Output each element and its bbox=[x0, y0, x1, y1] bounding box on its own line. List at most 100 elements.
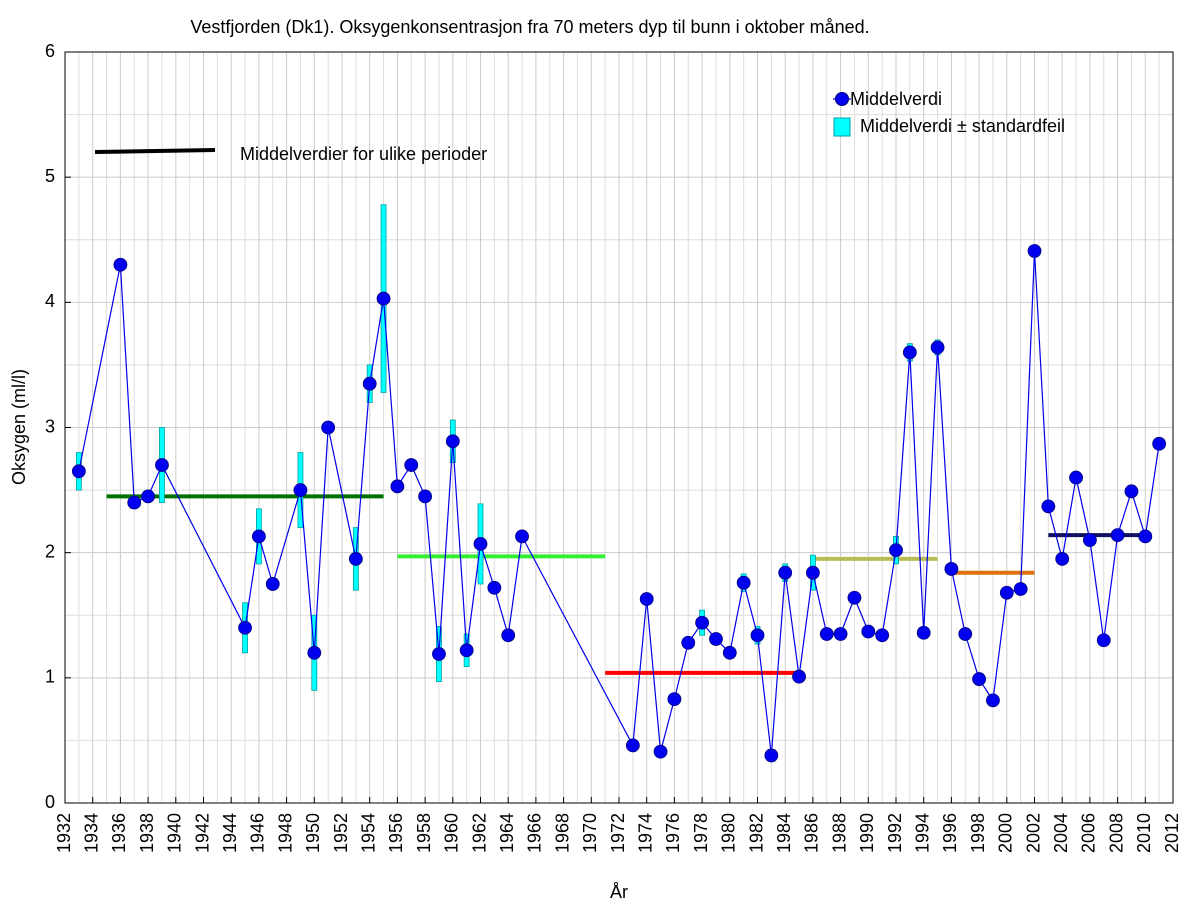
data-point bbox=[778, 565, 793, 580]
data-point bbox=[376, 291, 391, 306]
x-tick-label: 1982 bbox=[746, 813, 766, 853]
data-point bbox=[1055, 552, 1070, 566]
data-point bbox=[141, 489, 156, 504]
x-tick-label: 2012 bbox=[1162, 813, 1182, 853]
y-tick-label: 5 bbox=[45, 166, 55, 186]
data-point bbox=[889, 543, 903, 558]
data-point bbox=[238, 620, 252, 635]
data-point bbox=[1027, 244, 1042, 258]
data-point bbox=[792, 669, 806, 684]
data-point bbox=[251, 529, 266, 544]
data-point bbox=[875, 628, 890, 643]
x-tick-label: 1944 bbox=[220, 813, 240, 853]
legend-label: Middelverdier for ulike perioder bbox=[240, 144, 487, 164]
legend-swatch bbox=[833, 117, 851, 137]
data-point bbox=[736, 575, 751, 590]
data-point bbox=[709, 632, 723, 646]
data-point bbox=[1096, 633, 1111, 648]
data-point bbox=[473, 537, 488, 551]
x-tick-label: 1966 bbox=[525, 813, 545, 853]
data-point bbox=[847, 590, 862, 605]
data-point bbox=[307, 645, 322, 660]
data-point bbox=[999, 585, 1014, 600]
y-tick-label: 3 bbox=[45, 416, 55, 436]
data-point bbox=[861, 624, 876, 639]
data-point bbox=[71, 464, 86, 479]
x-tick-label: 2010 bbox=[1134, 813, 1154, 853]
x-tick-label: 1992 bbox=[885, 813, 905, 853]
chart-title: Vestfjorden (Dk1). Oksygenkonsentrasjon … bbox=[190, 17, 869, 37]
data-point bbox=[653, 744, 668, 759]
y-tick-label: 2 bbox=[45, 541, 55, 561]
data-point bbox=[459, 643, 474, 658]
y-tick-label: 6 bbox=[45, 41, 55, 61]
x-tick-label: 1948 bbox=[275, 813, 295, 853]
y-tick-label: 4 bbox=[45, 291, 55, 311]
x-tick-label: 1962 bbox=[469, 813, 489, 853]
data-point bbox=[1069, 470, 1083, 485]
data-point bbox=[833, 627, 848, 641]
x-tick-label: 1976 bbox=[663, 813, 683, 853]
x-tick-label: 1978 bbox=[691, 813, 711, 853]
x-tick-label: 1996 bbox=[940, 813, 960, 853]
x-tick-label: 1952 bbox=[331, 813, 351, 853]
data-point bbox=[445, 434, 460, 449]
x-tick-label: 1950 bbox=[303, 813, 323, 853]
y-tick-label: 0 bbox=[45, 792, 55, 812]
data-point bbox=[958, 627, 973, 641]
x-tick-label: 1934 bbox=[81, 813, 101, 853]
y-axis-label: Oksygen (ml/l) bbox=[9, 369, 29, 485]
data-point bbox=[487, 580, 502, 595]
data-point bbox=[750, 628, 765, 643]
plot-frame bbox=[64, 51, 1174, 804]
data-point bbox=[404, 458, 419, 472]
x-tick-label: 1980 bbox=[719, 813, 739, 853]
data-point bbox=[1152, 436, 1167, 451]
data-point bbox=[625, 738, 640, 753]
x-tick-label: 2008 bbox=[1106, 813, 1126, 853]
data-point bbox=[390, 479, 405, 494]
x-tick-label: 1960 bbox=[442, 813, 462, 853]
data-point bbox=[722, 645, 737, 660]
x-tick-label: 2006 bbox=[1079, 813, 1099, 853]
data-point bbox=[1013, 582, 1028, 596]
data-point bbox=[1110, 528, 1125, 543]
data-point bbox=[972, 672, 986, 686]
x-tick-label: 1940 bbox=[165, 813, 185, 853]
data-point bbox=[127, 495, 142, 510]
x-tick-label: 1958 bbox=[414, 813, 434, 853]
legend-marker bbox=[835, 92, 849, 106]
x-tick-label: 1956 bbox=[386, 813, 406, 853]
data-point bbox=[930, 340, 945, 355]
x-tick-label: 1936 bbox=[109, 813, 129, 853]
data-point bbox=[681, 635, 696, 650]
legend-line bbox=[94, 148, 216, 154]
data-point bbox=[695, 615, 709, 630]
data-point bbox=[293, 483, 308, 497]
data-point bbox=[113, 257, 128, 272]
x-axis-label: År bbox=[610, 882, 628, 902]
data-point bbox=[667, 692, 682, 707]
x-tick-label: 1972 bbox=[608, 813, 628, 853]
data-point bbox=[348, 552, 363, 566]
x-tick-label: 1968 bbox=[552, 813, 572, 853]
x-tick-label: 1946 bbox=[248, 813, 268, 853]
data-point bbox=[265, 577, 280, 591]
data-point bbox=[432, 647, 446, 661]
x-tick-label: 2002 bbox=[1023, 813, 1043, 853]
data-point bbox=[819, 627, 834, 641]
legend-label: Middelverdi ± standardfeil bbox=[860, 116, 1065, 136]
data-point bbox=[321, 420, 336, 435]
data-point bbox=[1041, 499, 1056, 514]
x-tick-label: 1984 bbox=[774, 813, 794, 853]
data-point bbox=[944, 562, 959, 576]
data-point bbox=[362, 376, 377, 391]
x-tick-label: 1954 bbox=[358, 813, 378, 853]
data-point bbox=[501, 628, 516, 643]
data-point bbox=[1124, 484, 1139, 499]
data-point bbox=[418, 489, 433, 504]
x-tick-label: 1994 bbox=[912, 813, 932, 853]
data-point bbox=[764, 748, 779, 763]
legend-label: Middelverdi bbox=[850, 89, 942, 109]
data-point bbox=[1083, 533, 1097, 548]
